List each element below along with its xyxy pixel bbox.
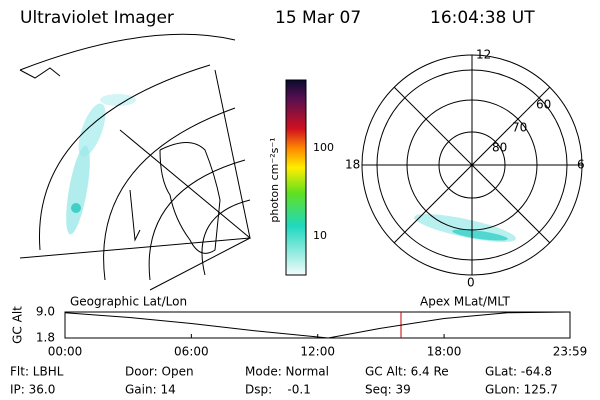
- mlt-label: 6: [577, 158, 585, 172]
- status-field: IP: 36.0: [10, 383, 55, 397]
- polar-plot: [361, 54, 583, 276]
- status-field: Seq: 39: [365, 383, 411, 397]
- altitude-curve: [64, 311, 571, 339]
- y-tick-label: 9.0: [36, 305, 55, 319]
- instrument: Ultraviolet Imager: [20, 8, 174, 28]
- status-field: Dsp: -0.1: [245, 383, 311, 397]
- status-field: Door: Open: [125, 365, 194, 379]
- date: 15 Mar 07: [275, 8, 361, 28]
- x-tick-label: 23:59: [553, 345, 588, 359]
- x-tick-label: 00:00: [48, 345, 83, 359]
- altitude-label: GC Alt: [11, 306, 25, 344]
- y-tick-label: 1.8: [36, 331, 55, 345]
- footer: Flt: LBHL Door: Open Mode: Normal GC Alt: 6…: [10, 365, 558, 397]
- colorbar-label: 10: [313, 229, 327, 242]
- status-field: GLat: -64.8: [485, 365, 552, 379]
- x-tick-label: 12:00: [300, 345, 335, 359]
- x-tick-label: 06:00: [174, 345, 209, 359]
- mlt-label: 12: [476, 48, 491, 62]
- panel-label: Geographic Lat/Lon: [70, 295, 187, 309]
- panel-label: Apex MLat/MLT: [420, 295, 510, 309]
- mlat-label: 80: [492, 141, 507, 155]
- colorbar-unit: photon cm⁻²s⁻¹: [268, 137, 281, 222]
- colorbar: [285, 79, 307, 276]
- map-panel: [19, 33, 252, 291]
- time: 16:04:38 UT: [430, 8, 535, 28]
- status-field: Mode: Normal: [245, 365, 329, 379]
- mlat-label: 70: [512, 121, 527, 135]
- status-field: GLon: 125.7: [485, 383, 558, 397]
- colorbar-label: 100: [313, 141, 334, 154]
- status-field: Flt: LBHL: [10, 365, 64, 379]
- x-tick-label: 18:00: [427, 345, 462, 359]
- status-field: Gain: 14: [125, 383, 176, 397]
- mlat-label: 60: [536, 98, 551, 112]
- mlt-label: 18: [345, 158, 360, 172]
- status-field: GC Alt: 6.4 Re: [365, 365, 449, 379]
- mlt-label: 0: [467, 276, 475, 290]
